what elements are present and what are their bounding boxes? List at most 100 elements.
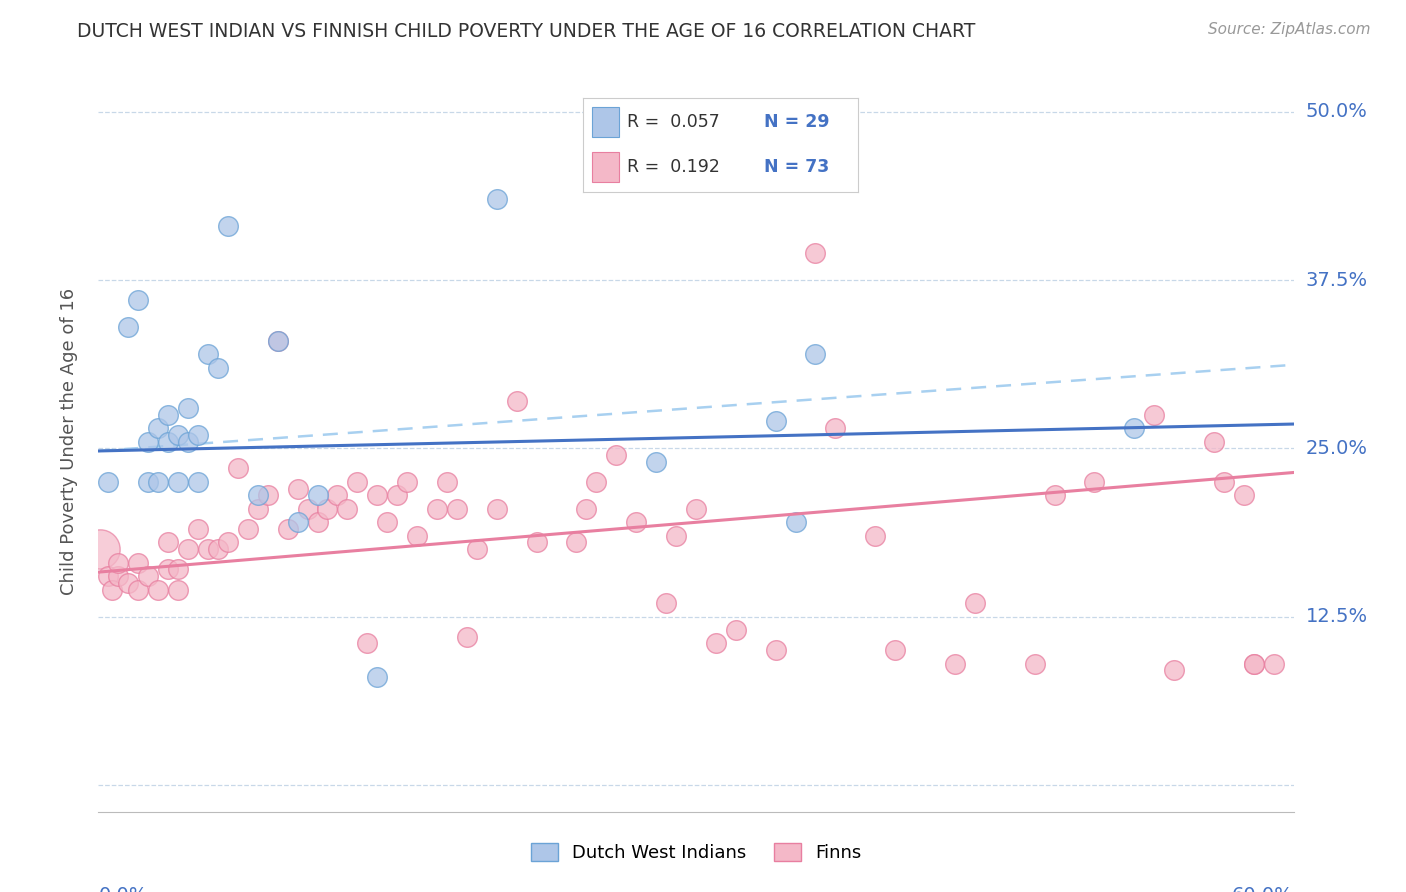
Point: [1243, 657, 1265, 671]
Point: [1212, 475, 1234, 489]
Point: [197, 347, 219, 361]
Point: [446, 501, 468, 516]
Point: [336, 501, 359, 516]
Point: [585, 475, 607, 489]
Point: [307, 516, 329, 530]
Bar: [592, 108, 619, 137]
Point: [724, 623, 747, 637]
Point: [256, 488, 278, 502]
Point: [396, 475, 419, 489]
Point: [246, 501, 269, 516]
Y-axis label: Child Poverty Under the Age of 16: Child Poverty Under the Age of 16: [59, 288, 77, 595]
Text: 12.5%: 12.5%: [1306, 607, 1368, 626]
Point: [89, 542, 111, 557]
Point: [136, 475, 159, 489]
Point: [127, 293, 149, 308]
Text: 60.0%: 60.0%: [1232, 886, 1294, 892]
Point: [824, 421, 846, 435]
Point: [1202, 434, 1225, 449]
Point: [565, 535, 588, 549]
Point: [366, 488, 388, 502]
Point: [943, 657, 966, 671]
Point: [506, 394, 529, 409]
Point: [136, 569, 159, 583]
Point: [226, 461, 249, 475]
Text: Source: ZipAtlas.com: Source: ZipAtlas.com: [1208, 22, 1371, 37]
Point: [485, 501, 508, 516]
Point: [117, 575, 139, 590]
Point: [97, 569, 120, 583]
Point: [346, 475, 368, 489]
Point: [236, 522, 259, 536]
Point: [1083, 475, 1105, 489]
Point: [136, 434, 159, 449]
Point: [157, 434, 180, 449]
Point: [217, 535, 239, 549]
Point: [605, 448, 627, 462]
Point: [436, 475, 458, 489]
Point: [685, 501, 707, 516]
Point: [375, 516, 398, 530]
Point: [804, 246, 827, 260]
Point: [277, 522, 299, 536]
Text: R =  0.192: R = 0.192: [627, 158, 720, 176]
Point: [148, 582, 170, 597]
Point: [1233, 488, 1256, 502]
Point: [1263, 657, 1285, 671]
Point: [865, 529, 887, 543]
Bar: [592, 153, 619, 183]
Point: [385, 488, 409, 502]
Point: [157, 408, 180, 422]
Point: [765, 414, 787, 428]
Point: [167, 475, 190, 489]
Point: [207, 542, 229, 557]
Point: [1043, 488, 1066, 502]
Point: [1123, 421, 1146, 435]
Point: [316, 501, 339, 516]
Point: [287, 482, 309, 496]
Point: [1243, 657, 1265, 671]
Point: [157, 535, 180, 549]
Point: [1143, 408, 1166, 422]
Point: [426, 501, 449, 516]
Point: [117, 320, 139, 334]
Point: [465, 542, 488, 557]
Point: [297, 501, 319, 516]
Point: [287, 516, 309, 530]
Point: [107, 569, 129, 583]
Point: [485, 192, 508, 206]
Point: [575, 501, 598, 516]
Point: [963, 596, 986, 610]
Point: [127, 582, 149, 597]
Point: [267, 334, 290, 348]
Point: [107, 556, 129, 570]
Point: [456, 630, 478, 644]
Text: DUTCH WEST INDIAN VS FINNISH CHILD POVERTY UNDER THE AGE OF 16 CORRELATION CHART: DUTCH WEST INDIAN VS FINNISH CHILD POVER…: [77, 22, 976, 41]
Point: [148, 475, 170, 489]
Point: [187, 522, 209, 536]
Point: [785, 516, 807, 530]
Point: [626, 516, 648, 530]
Text: 25.0%: 25.0%: [1306, 439, 1368, 458]
Point: [177, 401, 200, 415]
Point: [655, 596, 678, 610]
Point: [157, 562, 180, 576]
Text: 0.0%: 0.0%: [98, 886, 148, 892]
Point: [307, 488, 329, 502]
Point: [207, 360, 229, 375]
Point: [356, 636, 378, 650]
Point: [197, 542, 219, 557]
Point: [665, 529, 688, 543]
Text: N = 29: N = 29: [765, 113, 830, 131]
Point: [1163, 664, 1185, 678]
Point: [177, 542, 200, 557]
Point: [267, 334, 290, 348]
Point: [804, 347, 827, 361]
Point: [326, 488, 349, 502]
Legend: Dutch West Indians, Finns: Dutch West Indians, Finns: [523, 836, 869, 870]
Text: 37.5%: 37.5%: [1306, 270, 1368, 290]
Point: [406, 529, 429, 543]
Point: [101, 582, 124, 597]
Point: [127, 556, 149, 570]
Point: [167, 427, 190, 442]
